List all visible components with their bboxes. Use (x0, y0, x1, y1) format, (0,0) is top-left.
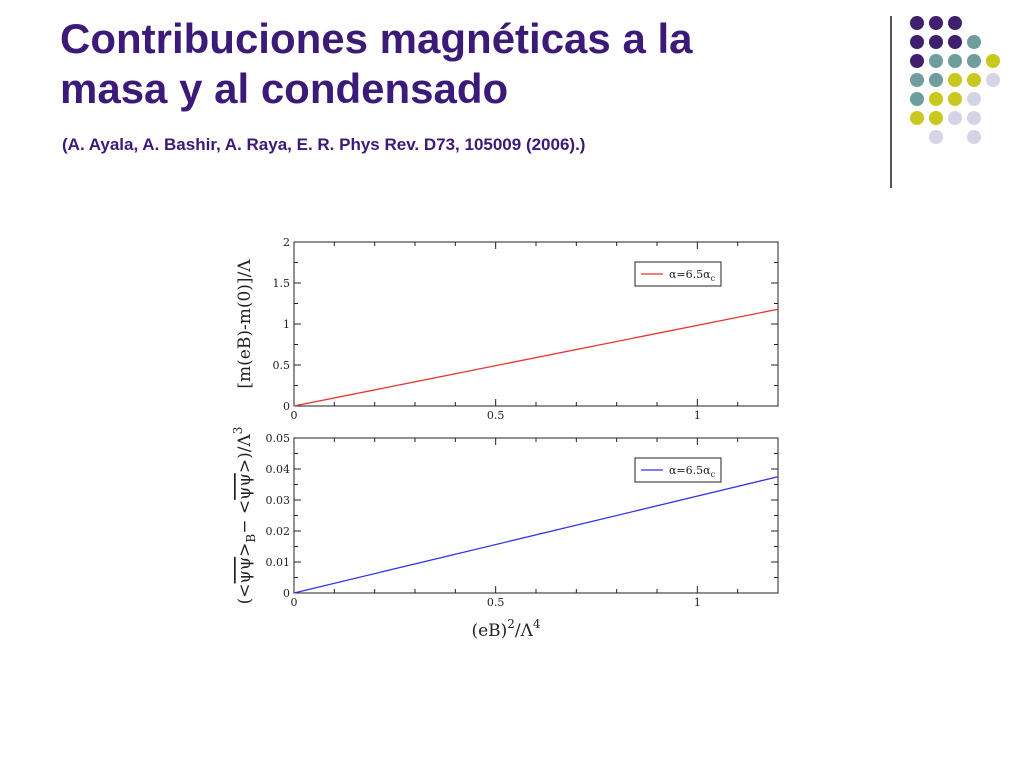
y-axis-label: [m(eB)-m(0)]/Λ (235, 259, 255, 389)
decor-dot (948, 54, 962, 68)
series-line (293, 308, 779, 407)
decor-dot (910, 111, 924, 125)
legend: α=6.5αc (634, 457, 722, 483)
legend-label: α=6.5αc (669, 464, 716, 479)
slide-title-line-2: masa y al condensado (60, 65, 509, 112)
y-tick-label: 0.5 (273, 359, 291, 372)
decor-dot (948, 16, 962, 30)
y-tick-label: 0 (283, 587, 290, 600)
decor-dot (948, 111, 962, 125)
slide-title-line-1: Contribuciones magnéticas a la (60, 15, 693, 62)
y-tick-label: 2 (283, 236, 290, 249)
x-axis-label: (eB)2/Λ4 (471, 617, 540, 641)
citation: (A. Ayala, A. Bashir, A. Raya, E. R. Phy… (62, 135, 586, 154)
legend-label: α=6.5αc (669, 268, 716, 283)
decor-dot (910, 16, 924, 30)
y-axis-label: (<ψψ>B− <ψψ>)/Λ3 (231, 427, 258, 605)
decor-dot (929, 111, 943, 125)
y-tick-label: 0.05 (266, 432, 291, 445)
decor-dot (948, 73, 962, 87)
decor-dot (967, 130, 981, 144)
decor-dot (967, 54, 981, 68)
decor-dot (948, 35, 962, 49)
decor-dot (929, 54, 943, 68)
chart-panel-1: 0 0.5 1 0 0.5 1 1.5 2 α=6.5αc [m(eB)-m(0)]/Λ (235, 236, 779, 422)
title-divider (890, 16, 892, 188)
chart-figure: 0 0.5 1 0 0.5 1 1.5 2 α=6.5αc [m(eB)-m(0)]/Λ 0 0.5 1… (215, 232, 805, 652)
decor-dot (910, 92, 924, 106)
chart-panel-2: 0 0.5 1 0 0.01 0.02 0.03 0.04 0.05 α=6.5αc (<ψψ>B−… (231, 427, 779, 641)
decor-dot (929, 35, 943, 49)
decor-dot (948, 92, 962, 106)
x-tick-label: 0 (291, 409, 298, 422)
y-tick-label: 1 (283, 318, 290, 331)
decor-dot (910, 35, 924, 49)
decor-dot (986, 54, 1000, 68)
y-tick-label: 0.01 (266, 556, 291, 569)
decor-dot (929, 130, 943, 144)
decor-dot (986, 73, 1000, 87)
chart-svg: 0 0.5 1 0 0.5 1 1.5 2 α=6.5αc [m(eB)-m(0)]/Λ 0 0.5 1… (231, 236, 779, 641)
y-tick-label: 0.03 (266, 494, 291, 507)
x-tick-label: 0.5 (487, 409, 505, 422)
y-tick-label: 0.02 (266, 525, 291, 538)
y-tick-label: 1.5 (273, 277, 291, 290)
x-tick-label: 1 (694, 409, 701, 422)
decor-dot (910, 73, 924, 87)
x-tick-label: 0.5 (487, 596, 505, 609)
decor-dot (929, 73, 943, 87)
y-tick-label: 0 (283, 400, 290, 413)
decor-dot (910, 54, 924, 68)
decor-dot (967, 73, 981, 87)
decor-dot (929, 16, 943, 30)
y-tick-label: 0.04 (266, 463, 291, 476)
decor-dot (967, 92, 981, 106)
decor-dot (967, 35, 981, 49)
decor-dot (967, 111, 981, 125)
decorative-dot-grid (900, 8, 1020, 178)
decor-dot (929, 92, 943, 106)
x-tick-label: 1 (694, 596, 701, 609)
x-tick-label: 0 (291, 596, 298, 609)
legend: α=6.5αc (634, 261, 722, 287)
series-line (293, 476, 779, 594)
slide-title: Contribuciones magnéticas a la masa y al… (60, 14, 860, 114)
